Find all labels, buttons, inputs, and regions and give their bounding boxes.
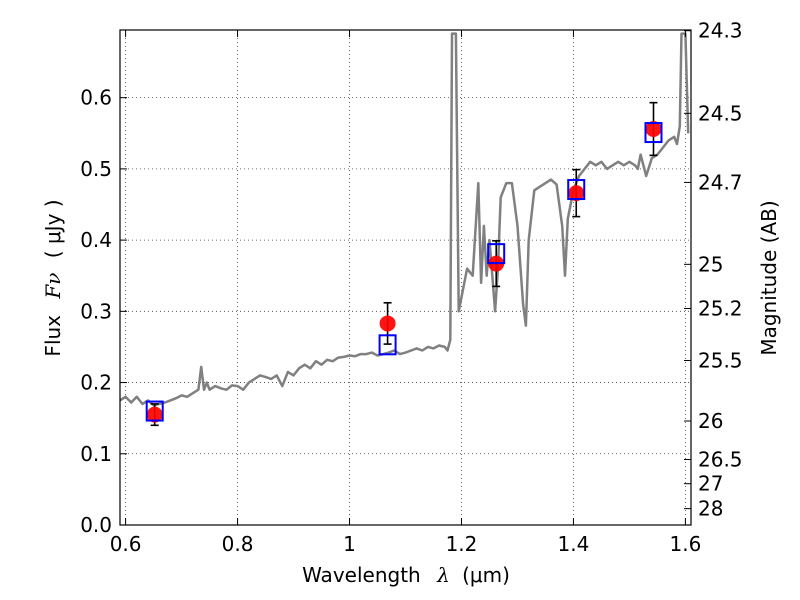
y-axis-symbol: Fν	[41, 273, 65, 300]
y-tick-label: 0.6	[80, 86, 112, 110]
y-tick-label: 0.2	[80, 371, 112, 395]
observed-point	[568, 185, 585, 202]
x-tick-label: 1.4	[558, 532, 590, 556]
grid	[120, 30, 691, 525]
x-tick-label: 1.6	[669, 532, 701, 556]
plot-frame	[119, 29, 692, 526]
model-point	[487, 243, 506, 265]
x-axis-label: Wavelength	[302, 563, 421, 587]
y-tick-label: 0.5	[80, 157, 112, 181]
y-axis-title: Flux Fν ( μJy )	[41, 199, 65, 356]
model-point	[378, 334, 397, 356]
model-point	[567, 179, 586, 201]
mag-tick-label: 28	[698, 497, 723, 521]
mag-tick-label: 26.5	[698, 447, 743, 471]
x-tick-label: 0.8	[222, 532, 254, 556]
mag-tick-label: 25.5	[698, 348, 743, 372]
mag-tick-label: 26	[698, 409, 723, 433]
mag-tick-label: 25	[698, 252, 723, 276]
y-tick-label: 0.0	[80, 513, 112, 537]
x-tick-label: 1.2	[446, 532, 478, 556]
model-point	[145, 400, 164, 422]
mag-tick-label: 24.5	[698, 101, 743, 125]
y-tick-label: 0.4	[80, 228, 112, 252]
spectrum-line	[120, 32, 690, 407]
mag-tick-label: 24.3	[698, 19, 743, 43]
spectrum-layer	[120, 32, 690, 407]
x-axis-symbol: λ	[436, 563, 450, 587]
mag-tick-label: 24.7	[698, 170, 743, 194]
observed-point	[379, 315, 396, 332]
right-axis-title: Magnitude (AB)	[757, 200, 781, 355]
x-tick-label: 1	[343, 532, 356, 556]
mag-tick-label: 25.2	[698, 296, 743, 320]
observed-point	[146, 406, 163, 423]
mag-tick-label: 27	[698, 472, 723, 496]
y-tick-label: 0.1	[80, 442, 112, 466]
y-axis-label: Flux	[41, 315, 65, 357]
ticks-layer: 0.6 0.8 1 1.2 1.4 1.6 0.0 0.1 0.2 0.3 0.4 0.5 0.6 24.…	[80, 19, 742, 556]
y-tick-label: 0.3	[80, 299, 112, 323]
x-axis-unit: (μm)	[462, 563, 510, 587]
x-tick-label: 0.6	[110, 532, 142, 556]
points-layer	[145, 101, 663, 427]
x-axis-title: Wavelength λ (μm)	[302, 563, 510, 587]
model-point	[644, 122, 663, 144]
observed-point	[645, 121, 662, 137]
y-axis-unit: ( μJy )	[41, 199, 65, 258]
